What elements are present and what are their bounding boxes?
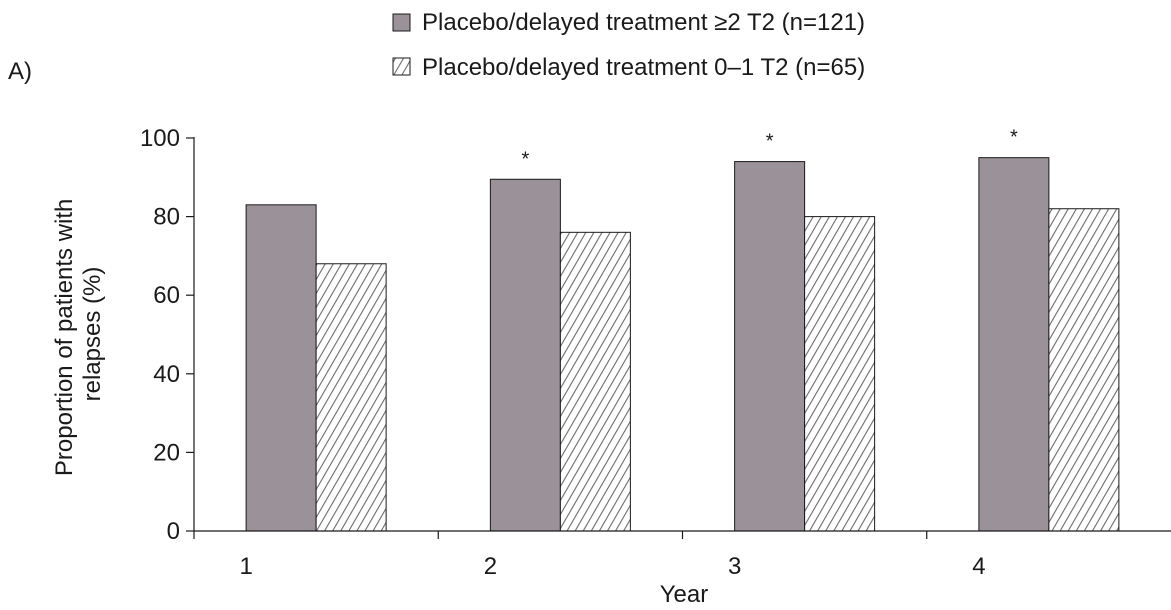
bar-series-1-year-2 [489, 178, 561, 532]
bar-series-2-year-1 [315, 263, 387, 532]
bar-series-1-year-4 [978, 157, 1050, 532]
bar-series-2-year-3 [804, 216, 876, 532]
bar-series-1-year-1 [245, 204, 317, 532]
x-axis-title: Year [660, 581, 709, 608]
y-tick-label-0: 0 [167, 518, 180, 545]
legend-label-series-2: Placebo/delayed treatment 0–1 T2 (n=65) [422, 54, 865, 81]
x-tick-label-3: 3 [728, 553, 741, 580]
y-axis-title-line-2: relapses (%) [79, 267, 106, 402]
significance-marker-year-2: * [521, 148, 529, 170]
y-tick-label-100: 100 [140, 125, 180, 152]
y-axis-title-line-1: Proportion of patients with [51, 199, 78, 477]
y-axis-title: Proportion of patients with relapses (%) [51, 192, 106, 476]
x-tick-label-4: 4 [972, 553, 985, 580]
significance-marker-year-3: * [766, 131, 774, 153]
y-tick-label-60: 60 [153, 282, 180, 309]
x-tick-label-1: 1 [239, 553, 252, 580]
legend-swatch-hatch [392, 57, 411, 76]
y-tick-label-20: 20 [153, 439, 180, 466]
bar-series-2-year-2 [559, 231, 631, 532]
bar-series-1-year-3 [734, 161, 806, 532]
legend: Placebo/delayed treatment ≥2 T2 (n=121) … [392, 9, 865, 81]
significance-marker-year-4: * [1010, 127, 1018, 149]
bar-series-2-year-4 [1048, 208, 1120, 532]
x-tick-label-2: 2 [484, 553, 497, 580]
y-tick-label-40: 40 [153, 361, 180, 388]
y-tick-label-80: 80 [153, 204, 180, 231]
legend-label-series-1: Placebo/delayed treatment ≥2 T2 (n=121) [422, 9, 865, 36]
panel-label: A) [8, 58, 32, 85]
plot-area: * * * 0 20 40 60 80 100 1 2 3 4 [140, 125, 1171, 580]
legend-swatch-solid [392, 13, 411, 32]
